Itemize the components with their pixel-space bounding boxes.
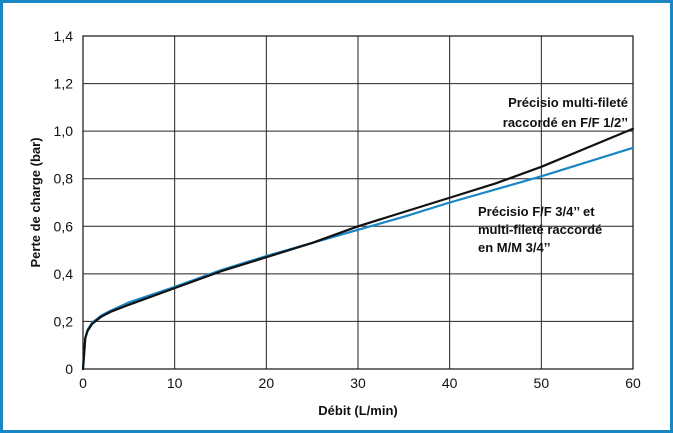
plot-border: [82, 35, 634, 370]
series-annotation-line: multi-fileté raccordé: [478, 222, 602, 237]
x-tick-label: 60: [625, 375, 641, 391]
x-tick-label: 50: [534, 375, 550, 391]
x-tick-label: 0: [79, 375, 87, 391]
y-tick-label: 0,4: [54, 266, 74, 282]
x-tick-label: 30: [350, 375, 366, 391]
y-tick-label: 0,6: [54, 218, 74, 234]
y-tick-label: 1,4: [54, 28, 74, 44]
y-axis-label: Perte de charge (bar): [28, 137, 43, 267]
series-annotation-line: en M/M 3/4’’: [478, 240, 550, 255]
grid: [82, 35, 634, 370]
series-line-1: [81, 127, 635, 371]
annotations: Précisio multi-fileté raccordé en F/F 1/2…: [478, 95, 628, 255]
y-tick-label: 1,2: [54, 76, 74, 92]
x-tick-label: 10: [167, 375, 183, 391]
tick-labels: 0 10 20 30 40 50 60 0 0,2 0,4 0,6 0,8 1,0 1,2 1,4: [54, 28, 641, 391]
series-group: [81, 127, 635, 371]
x-axis-label: Débit (L/min): [318, 403, 397, 418]
x-tick-label: 40: [442, 375, 458, 391]
y-tick-label: 1,0: [54, 123, 74, 139]
series-annotation-line: Précisio F/F 3/4’’ et: [478, 204, 595, 219]
y-tick-label: 0,2: [54, 313, 74, 329]
series-annotation-line: Précisio multi-fileté: [508, 95, 628, 110]
y-tick-label: 0,8: [54, 171, 74, 187]
y-tick-label: 0: [65, 361, 73, 377]
series-annotation-line: raccordé en F/F 1/2’’: [503, 115, 628, 130]
x-tick-label: 20: [259, 375, 275, 391]
